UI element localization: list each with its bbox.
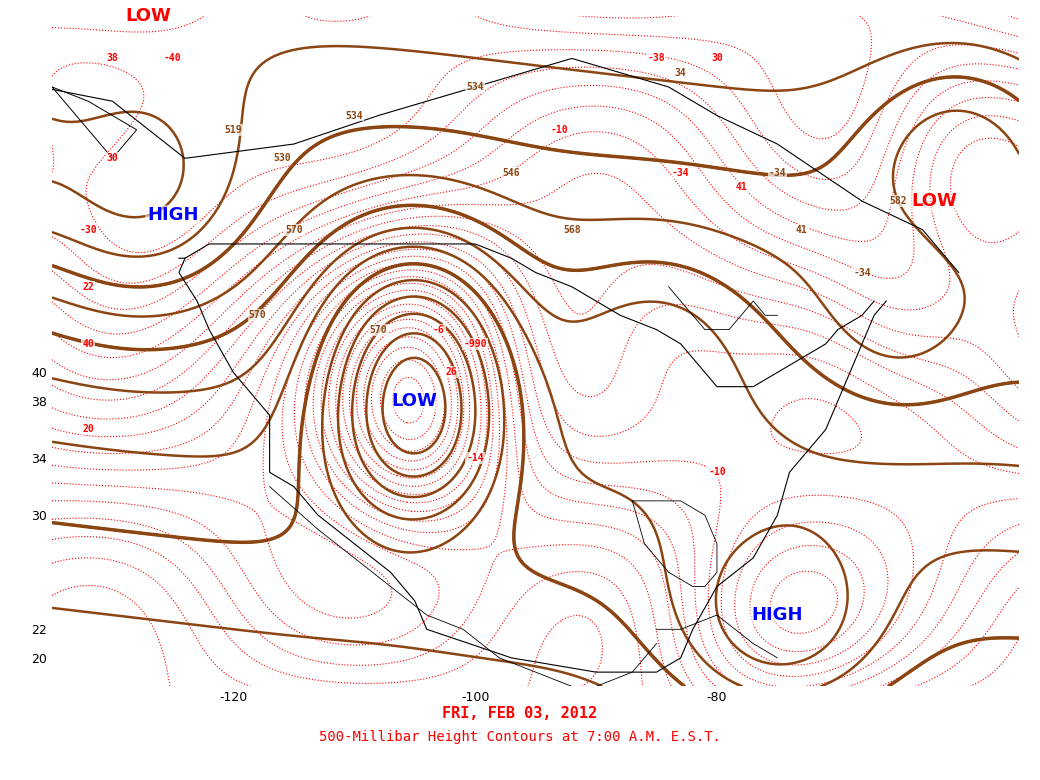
Text: -34: -34 [853,268,870,278]
Text: 534: 534 [466,82,484,92]
Text: HIGH: HIGH [752,606,803,624]
Text: 500-Millibar Height Contours at 7:00 A.M. E.S.T.: 500-Millibar Height Contours at 7:00 A.M… [319,730,721,744]
Text: 546: 546 [502,168,520,178]
Text: 20: 20 [82,424,95,434]
Text: 534: 534 [345,111,363,120]
Text: 568: 568 [563,225,580,235]
Text: 38: 38 [106,53,119,63]
Text: -40: -40 [164,53,182,63]
Text: -30: -30 [79,225,97,235]
Text: 570: 570 [369,324,387,335]
Text: -990: -990 [464,339,487,349]
Text: 22: 22 [82,282,95,292]
Text: LOW: LOW [392,392,438,410]
Text: -14: -14 [466,453,484,463]
Text: 34: 34 [675,68,686,78]
Text: 30: 30 [711,53,723,63]
Text: 570: 570 [285,225,303,235]
Text: 530: 530 [272,154,290,163]
Text: -34: -34 [769,168,786,178]
Text: 570: 570 [249,310,266,321]
Text: -6: -6 [433,324,445,335]
Text: LOW: LOW [126,6,172,25]
Text: -10: -10 [708,467,726,477]
Text: 30: 30 [106,154,119,163]
Text: 26: 26 [445,367,457,378]
Text: 582: 582 [889,196,907,206]
Text: LOW: LOW [912,192,958,210]
Text: 519: 519 [225,125,242,135]
Text: 41: 41 [796,225,807,235]
Text: -10: -10 [551,125,569,135]
Text: HIGH: HIGH [147,207,199,225]
Text: 40: 40 [82,339,95,349]
Text: -34: -34 [672,168,690,178]
Text: -38: -38 [648,53,666,63]
Text: 41: 41 [735,182,747,192]
Text: FRI, FEB 03, 2012: FRI, FEB 03, 2012 [442,706,598,722]
